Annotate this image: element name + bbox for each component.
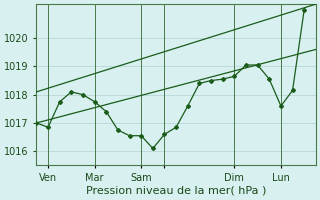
X-axis label: Pression niveau de la mer( hPa ): Pression niveau de la mer( hPa ) — [86, 186, 266, 196]
